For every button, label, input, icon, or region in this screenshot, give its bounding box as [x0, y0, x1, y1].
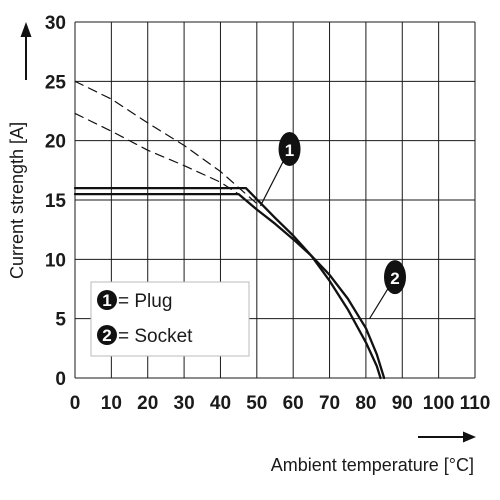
- callout-marker-2: [384, 260, 406, 295]
- x-axis-arrow-head: [463, 431, 476, 443]
- callout-marker-1: [278, 131, 301, 166]
- y-axis-title: Current strength [A]: [7, 122, 27, 279]
- x-tick-label-10: 100: [423, 393, 455, 414]
- y-tick-label-1: 5: [55, 310, 66, 331]
- y-tick-label-3: 15: [45, 191, 67, 212]
- callout-label-2: 2: [390, 269, 399, 288]
- x-axis-title: Ambient temperature [°C]: [271, 455, 474, 475]
- x-tick-label-9: 90: [392, 393, 413, 414]
- y-axis-arrow-head: [20, 22, 32, 37]
- legend-item-1: 1 = Plug: [97, 290, 172, 312]
- series-solid-2: [73, 192, 386, 380]
- y-tick-label-4: 20: [45, 132, 66, 153]
- x-tick-label-6: 60: [283, 393, 304, 414]
- legend-marker-2: [97, 325, 117, 345]
- x-tick-label-1: 10: [101, 393, 122, 414]
- x-tick-label-4: 40: [210, 393, 231, 414]
- y-tick-label-6: 30: [45, 13, 66, 34]
- y-tick-label-0: 0: [55, 369, 66, 390]
- series-dashed-2: [74, 112, 240, 195]
- series-solid-1: [73, 186, 382, 380]
- y-tick-label-5: 25: [45, 72, 67, 93]
- x-axis-title-group: Ambient temperature [°C]: [271, 431, 476, 475]
- y-tick-label-2: 10: [45, 250, 66, 271]
- x-tick-label-5: 50: [246, 393, 267, 414]
- x-tick-labels: 0 10 20 30 40 50 60 70 80 90 100 110: [70, 393, 491, 414]
- callouts: 12: [259, 131, 406, 319]
- series-dashed-1: [74, 80, 258, 205]
- series-lines: [73, 80, 386, 380]
- legend: 1 = Plug 2 = Socket: [90, 281, 250, 357]
- grid: [74, 21, 476, 379]
- legend-label-1: = Plug: [118, 291, 172, 312]
- x-tick-label-2: 20: [137, 393, 158, 414]
- legend-item-2: 2 = Socket: [97, 325, 193, 347]
- legend-marker-1: [97, 290, 117, 310]
- x-tick-label-7: 70: [319, 393, 340, 414]
- legend-box: [90, 281, 250, 357]
- x-tick-label-3: 30: [174, 393, 195, 414]
- x-tick-label-11: 110: [460, 393, 491, 414]
- legend-marker-2-label: 2: [102, 326, 111, 345]
- x-tick-label-0: 0: [70, 393, 81, 414]
- legend-label-2: = Socket: [118, 326, 193, 347]
- y-axis-title-group: Current strength [A]: [7, 22, 32, 279]
- callout-label-1: 1: [285, 141, 294, 160]
- y-tick-labels: 0 5 10 15 20 25 30: [45, 13, 67, 390]
- legend-marker-1-label: 1: [102, 291, 111, 310]
- x-tick-label-8: 80: [355, 393, 376, 414]
